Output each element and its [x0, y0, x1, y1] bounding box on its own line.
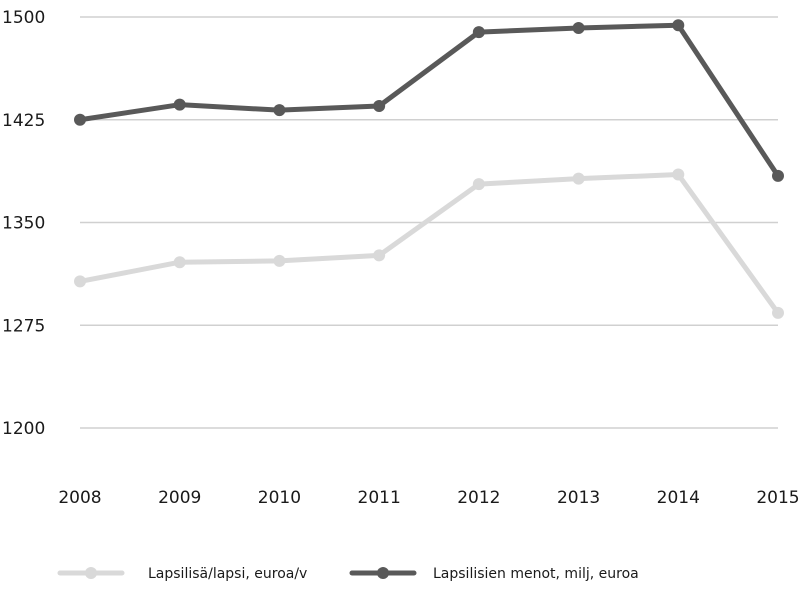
x-axis-ticks: 2008 2009 2010 2011 2012 2013 2014 2015 — [58, 488, 799, 508]
data-point — [173, 256, 186, 269]
y-tick-label: 1500 — [2, 8, 45, 28]
data-point — [672, 168, 685, 181]
legend: Lapsilisä/lapsi, euroa/v Lapsilisien meno… — [57, 566, 639, 582]
y-tick-label: 1425 — [2, 111, 45, 131]
data-point — [74, 275, 86, 288]
data-point — [373, 100, 386, 113]
legend-marker — [85, 567, 97, 579]
legend-marker — [377, 567, 389, 579]
data-point — [772, 306, 784, 319]
legend-label: Lapsilisien menot, milj, euroa — [433, 566, 639, 582]
y-tick-label: 1350 — [2, 214, 45, 234]
data-point — [772, 169, 784, 182]
data-point — [273, 104, 286, 117]
x-tick-label: 2012 — [457, 488, 500, 508]
x-tick-label: 2010 — [258, 488, 301, 508]
x-tick-label: 2011 — [358, 488, 401, 508]
data-point — [373, 249, 386, 262]
series-line — [77, 172, 781, 316]
data-point — [572, 172, 585, 185]
y-axis-ticks: 1200 1275 1350 1425 1500 — [2, 8, 45, 439]
x-tick-label: 2015 — [756, 488, 799, 508]
x-tick-label: 2013 — [557, 488, 600, 508]
data-point — [273, 254, 286, 267]
x-tick-label: 2008 — [58, 488, 101, 508]
data-point — [672, 19, 685, 32]
data-point — [572, 21, 585, 34]
y-tick-label: 1275 — [2, 316, 45, 336]
data-point — [74, 113, 86, 126]
data-point — [472, 26, 485, 39]
x-tick-label: 2014 — [657, 488, 700, 508]
legend-label: Lapsilisä/lapsi, euroa/v — [148, 566, 307, 582]
data-point — [173, 98, 186, 111]
series-lines — [74, 19, 784, 319]
y-tick-label: 1200 — [2, 419, 45, 439]
series-line — [77, 22, 781, 179]
x-tick-label: 2009 — [158, 488, 201, 508]
data-point — [472, 178, 485, 191]
